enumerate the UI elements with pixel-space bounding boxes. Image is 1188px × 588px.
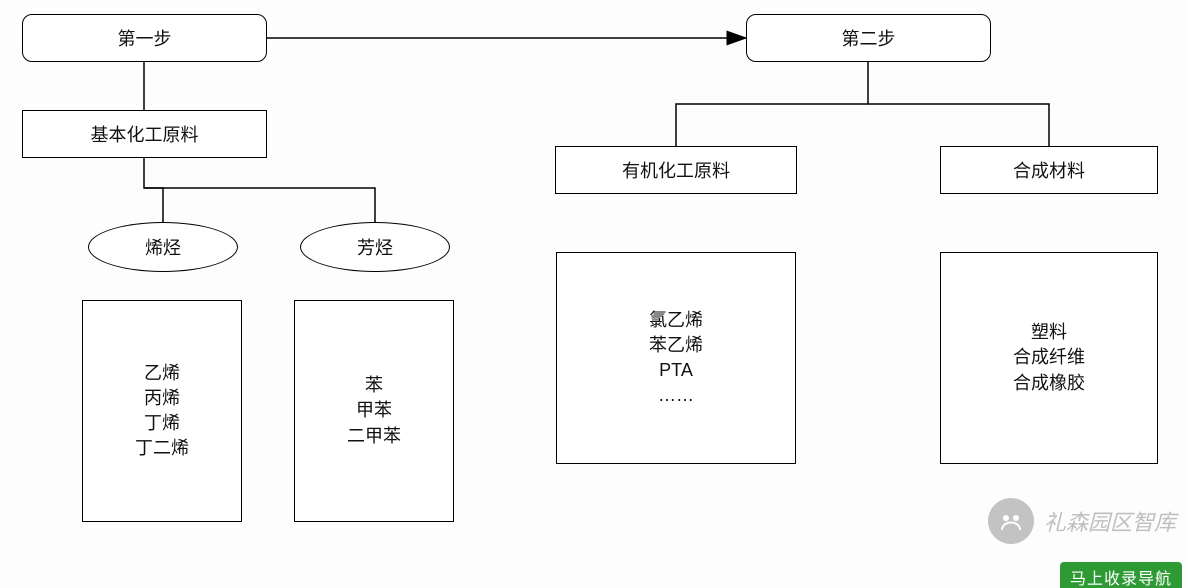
node-step1-label: 第一步 [118, 25, 172, 51]
node-synthetic-materials: 合成材料 [940, 146, 1158, 194]
footer-tag: 马上收录导航 [1060, 562, 1182, 588]
node-basic-label: 基本化工原料 [91, 121, 199, 147]
listbox-alkene: 乙烯丙烯丁烯丁二烯 [82, 300, 242, 522]
node-arene-label: 芳烃 [357, 234, 393, 260]
list-item: 甲苯 [356, 398, 392, 423]
node-step2: 第二步 [746, 14, 991, 62]
watermark-text: 礼森园区智库 [1044, 505, 1176, 537]
footer-tag-text: 马上收录导航 [1070, 571, 1172, 588]
listbox-organic: 氯乙烯苯乙烯PTA…… [556, 252, 796, 464]
list-item: PTA [659, 358, 693, 383]
edge [144, 158, 163, 222]
list-item: 乙烯 [144, 361, 180, 386]
list-item: 合成纤维 [1013, 345, 1085, 370]
listbox-synth: 塑料合成纤维合成橡胶 [940, 252, 1158, 464]
edge [144, 188, 375, 222]
list-item: 苯乙烯 [649, 333, 703, 358]
list-item: 苯 [365, 373, 383, 398]
node-basic-raw-materials: 基本化工原料 [22, 110, 267, 158]
node-step2-label: 第二步 [842, 25, 896, 51]
edge [676, 62, 868, 146]
list-item: 合成橡胶 [1013, 371, 1085, 396]
node-step1: 第一步 [22, 14, 267, 62]
watermark-icon [988, 498, 1034, 544]
watermark: 礼森园区智库 [988, 498, 1176, 544]
listbox-arene: 苯甲苯二甲苯 [294, 300, 454, 522]
list-item: 丁二烯 [135, 436, 189, 461]
list-item: 丁烯 [144, 411, 180, 436]
node-alkene: 烯烃 [88, 222, 238, 272]
list-item: 塑料 [1031, 320, 1067, 345]
node-organic-label: 有机化工原料 [622, 157, 730, 183]
node-synth-label: 合成材料 [1013, 157, 1085, 183]
node-organic-raw-materials: 有机化工原料 [555, 146, 797, 194]
list-item: 丙烯 [144, 386, 180, 411]
list-item: 二甲苯 [347, 424, 401, 449]
node-alkene-label: 烯烃 [145, 234, 181, 260]
node-arene: 芳烃 [300, 222, 450, 272]
list-item: …… [658, 383, 694, 408]
list-item: 氯乙烯 [649, 308, 703, 333]
edge [868, 104, 1049, 146]
